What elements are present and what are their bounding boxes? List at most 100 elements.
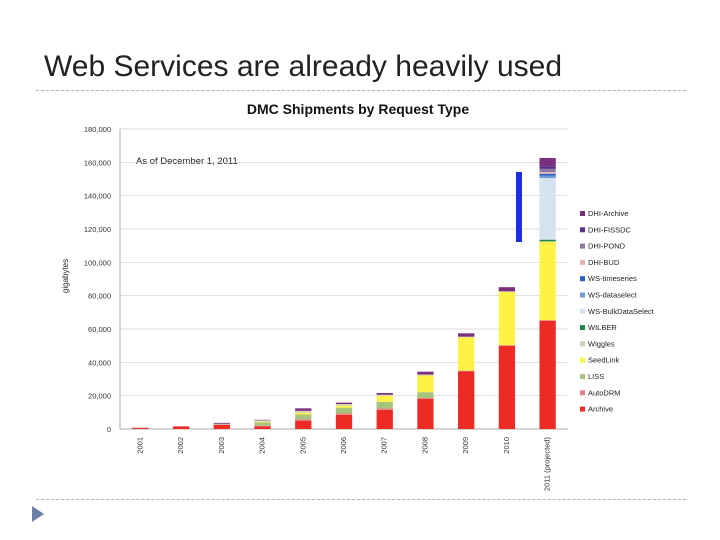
bar-segment [498, 287, 516, 292]
x-tick-label: 2003 [217, 437, 226, 454]
bar-segment [295, 414, 312, 420]
chart-annotation: As of December 1, 2011 [136, 156, 238, 167]
next-slide-arrow-icon[interactable] [32, 506, 44, 522]
legend-swatch [580, 374, 585, 379]
bar-segment [539, 241, 556, 242]
bar-segment [213, 423, 230, 425]
x-tick-label: 2009 [461, 437, 470, 454]
bar-segment [376, 409, 393, 429]
legend-swatch [580, 292, 585, 298]
bar-segment [254, 419, 271, 421]
legend-label: AutoDRM [588, 388, 621, 397]
bar-segment [498, 291, 516, 292]
bar-segment [172, 426, 190, 429]
legend-swatch [580, 276, 585, 282]
x-tick-label: 2005 [298, 437, 307, 454]
x-tick-label: 2008 [420, 437, 429, 454]
bar-segment [417, 371, 434, 375]
legend-label: DHI-POND [588, 242, 626, 251]
bar-segment [335, 402, 353, 404]
bar-segment [458, 371, 475, 429]
y-tick-label: 160,000 [84, 158, 111, 167]
plot-area: 0 20,000 40,000 60,000 80,000 100,000 120,000 1… [84, 125, 568, 491]
bar-segment [539, 166, 556, 169]
bar-segment [539, 320, 556, 429]
legend-swatch [580, 325, 585, 331]
bar-segment [539, 175, 556, 178]
y-tick-label: 80,000 [88, 292, 111, 301]
legend-label: WILBER [588, 323, 617, 332]
legend-swatch [580, 308, 585, 314]
legend-swatch [580, 357, 585, 363]
bar-segment [254, 425, 271, 427]
bar-segment [172, 426, 190, 427]
x-tick-label: 2002 [176, 437, 185, 454]
legend-swatch [580, 227, 585, 233]
legend-label: WS-BulkDataSelect [588, 307, 655, 316]
x-tick-label: 2004 [258, 437, 267, 454]
bar-segment [254, 421, 271, 423]
bar-segment [458, 370, 475, 372]
bar-segment [254, 426, 271, 429]
y-tick-label: 60,000 [88, 325, 111, 334]
legend: DHI-Archive DHI-FISSDC DHI-POND DHI-BUD WS-t… [580, 209, 655, 414]
x-tick-label: 2011 (projected) [543, 437, 552, 492]
bar-segment [132, 427, 149, 429]
legend-swatch [580, 406, 585, 412]
bar-segment [539, 239, 556, 242]
bar-segment [498, 345, 516, 346]
bar-segment [376, 394, 393, 396]
x-tick-label: 2001 [135, 437, 144, 454]
y-tick-label: 40,000 [88, 358, 111, 367]
bar-segment [295, 408, 312, 411]
footer-divider [36, 499, 686, 500]
slide-title: Web Services are already heavily used [44, 50, 563, 83]
y-tick-label: 20,000 [88, 392, 111, 401]
bar-segment [213, 424, 230, 429]
bar-segment [539, 241, 556, 321]
bar-segment [295, 412, 312, 415]
legend-swatch [580, 341, 585, 347]
bar-segment [539, 172, 556, 174]
bar-segment [335, 407, 353, 414]
legend-label: DHI-BUD [588, 258, 620, 267]
bar-segment [539, 178, 556, 240]
x-tick-label: 2010 [502, 437, 511, 454]
bar-segment [254, 420, 271, 422]
bar-segment [417, 392, 434, 398]
legend-swatch [580, 259, 585, 265]
bar-segment [335, 404, 353, 406]
legend-swatch [580, 390, 585, 396]
y-tick-label: 120,000 [84, 225, 111, 234]
bar-segment [335, 413, 353, 415]
title-divider [36, 90, 686, 91]
bar-segment [132, 427, 149, 429]
bar-segment [376, 393, 393, 395]
x-tick-label: 2007 [380, 437, 389, 454]
bar-segment [376, 396, 393, 402]
x-tick-label: 2006 [339, 437, 348, 454]
bar-segment [417, 374, 434, 376]
bar-segment [295, 420, 312, 429]
legend-swatch [580, 211, 585, 216]
legend-label: Wiggles [588, 339, 615, 348]
bar-segment [498, 345, 516, 429]
y-axis-label: gigabytes [61, 259, 70, 293]
bar-segment [213, 422, 230, 424]
bar-segment [417, 375, 434, 393]
bar-segment [254, 422, 271, 426]
bar-segment [458, 337, 475, 371]
bar-segment [376, 408, 393, 410]
bar-segment [213, 424, 230, 425]
bar-segment [539, 168, 556, 173]
stacked-bar-chart: DMC Shipments by Request Type As of Dece… [61, 101, 655, 491]
bar-segment [539, 173, 556, 176]
legend-swatch [580, 243, 585, 249]
bar-segment [539, 158, 556, 167]
legend-label: DHI-FISSDC [588, 225, 632, 234]
bar-segment [498, 291, 516, 346]
legend-label: DHI-Archive [588, 209, 628, 218]
legend-label: SeedLink [588, 356, 620, 365]
bar-segment [458, 333, 475, 337]
legend-label: WS-dataselect [588, 291, 638, 300]
